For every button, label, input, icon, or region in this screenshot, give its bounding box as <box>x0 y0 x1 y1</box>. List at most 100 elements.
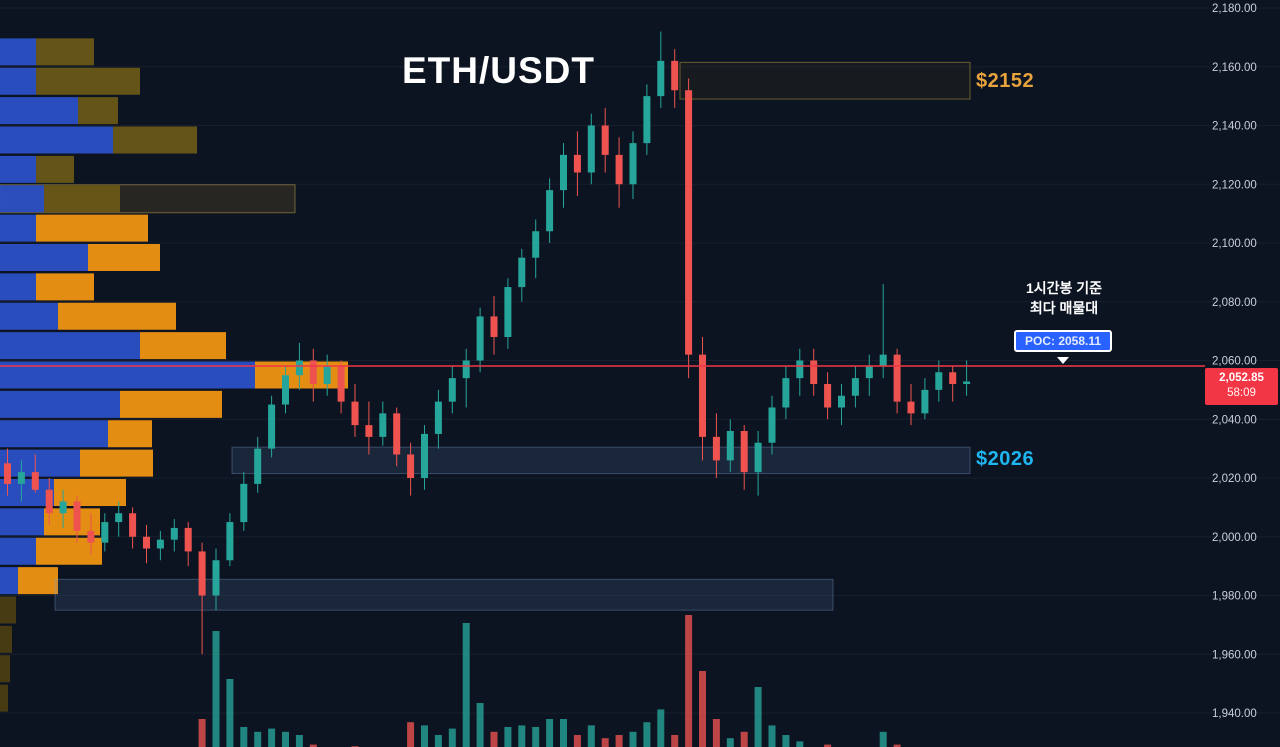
candle-body <box>615 154 623 185</box>
volume-bar <box>476 703 484 747</box>
candle-body <box>546 190 554 232</box>
candle-body <box>226 522 234 561</box>
profile-bar-sell <box>0 625 12 653</box>
candle-body <box>851 378 859 396</box>
profile-bar-buy <box>0 97 78 125</box>
axis-label: 2,020.00 <box>1212 473 1257 485</box>
profile-bar-sell <box>0 655 10 683</box>
profile-bar-buy <box>0 214 36 242</box>
candle-body <box>143 536 150 549</box>
candle-body <box>240 483 248 523</box>
volume-bar <box>282 731 289 747</box>
candle-body <box>309 360 317 384</box>
candle-body <box>629 143 637 185</box>
last-price-value: 2,052.85 <box>1219 372 1264 384</box>
candle-body <box>907 401 915 414</box>
profile-bar-sell <box>44 185 120 213</box>
poc-value-badge[interactable]: POC: 2058.11 <box>1014 330 1113 352</box>
axis-label: 2,080.00 <box>1212 297 1257 309</box>
candle-body <box>560 154 567 191</box>
volume-bar <box>629 731 637 747</box>
profile-bar-sell <box>36 273 94 301</box>
candle-body <box>407 454 415 478</box>
profile-bar-buy <box>0 508 44 536</box>
candle-body <box>434 401 442 434</box>
volume-bar <box>726 738 734 747</box>
profile-bar-sell <box>78 97 118 125</box>
candle-body <box>282 375 289 405</box>
volume-bar <box>546 719 554 747</box>
annotation-line-1: 1시간봉 기준 <box>1025 280 1103 296</box>
candle-body <box>796 360 804 379</box>
profile-bar-buy <box>0 449 80 477</box>
profile-bar-buy <box>0 420 108 448</box>
candle-body <box>421 433 428 478</box>
volume-bar <box>504 727 512 747</box>
poc-badge-pointer-icon <box>1057 357 1069 364</box>
profile-bar-sell <box>18 567 58 595</box>
volume-bar <box>212 631 220 747</box>
volume-bar <box>226 679 234 747</box>
profile-bar-sell <box>113 126 197 154</box>
volume-bar <box>657 709 665 747</box>
profile-bar-buy <box>0 332 140 360</box>
candle-body <box>949 372 957 384</box>
profile-bar-buy <box>0 38 36 66</box>
axis-label: 2,060.00 <box>1212 356 1257 368</box>
candle-body <box>504 287 512 337</box>
volume-bar <box>699 671 706 747</box>
volume-bar <box>615 735 623 747</box>
candle-body <box>671 60 679 91</box>
profile-bar-sell <box>36 214 148 242</box>
candle-body <box>643 96 651 144</box>
volume-bar <box>434 735 442 747</box>
volume-bar <box>587 725 595 747</box>
profile-bar-buy <box>0 390 120 418</box>
candle-body <box>740 431 748 473</box>
profile-bar-buy <box>0 185 44 213</box>
zone-rect <box>54 578 834 611</box>
profile-bar-sell <box>36 38 94 66</box>
candle-body <box>699 354 706 437</box>
candle-body <box>73 501 81 531</box>
volume-bar <box>740 731 748 747</box>
candle-body <box>518 257 526 288</box>
candle-body <box>31 472 39 490</box>
demand-zone-price-label: $2026 <box>976 448 1035 470</box>
profile-bar-sell <box>0 596 16 624</box>
candle-body <box>337 366 345 402</box>
axis-label: 2,180.00 <box>1212 3 1257 15</box>
zone-rect <box>231 446 971 475</box>
candle-body <box>365 425 373 437</box>
axis-label: 1,980.00 <box>1212 591 1257 603</box>
volume-bar <box>824 744 832 747</box>
candle-body <box>824 384 832 408</box>
profile-bar-sell <box>120 390 222 418</box>
candle-body <box>601 125 609 155</box>
candle-body <box>838 395 845 408</box>
profile-bar-sell <box>36 155 74 183</box>
volume-bar <box>560 719 567 747</box>
candle-body <box>198 551 206 596</box>
candle-body <box>448 378 456 402</box>
volume-bar <box>407 722 415 747</box>
volume-bar <box>295 735 303 747</box>
volume-bar <box>754 687 762 747</box>
symbol-title: ETH/USDT <box>402 50 595 91</box>
axis-label: 2,040.00 <box>1212 414 1257 426</box>
candle-body <box>156 539 164 549</box>
candle-body <box>17 472 25 484</box>
candle-body <box>59 501 67 514</box>
volume-bar <box>768 725 776 747</box>
zone-rect <box>679 61 971 100</box>
candle-body <box>726 431 734 461</box>
candle-body <box>351 401 359 426</box>
candle-body <box>393 413 401 455</box>
volume-bar <box>643 722 651 747</box>
volume-bar <box>893 744 901 747</box>
axis-label: 1,940.00 <box>1212 708 1257 720</box>
axis-label: 2,000.00 <box>1212 532 1257 544</box>
axis-label: 2,120.00 <box>1212 179 1257 191</box>
korean-annotation: 1시간봉 기준 최다 매물대 <box>990 278 1138 318</box>
